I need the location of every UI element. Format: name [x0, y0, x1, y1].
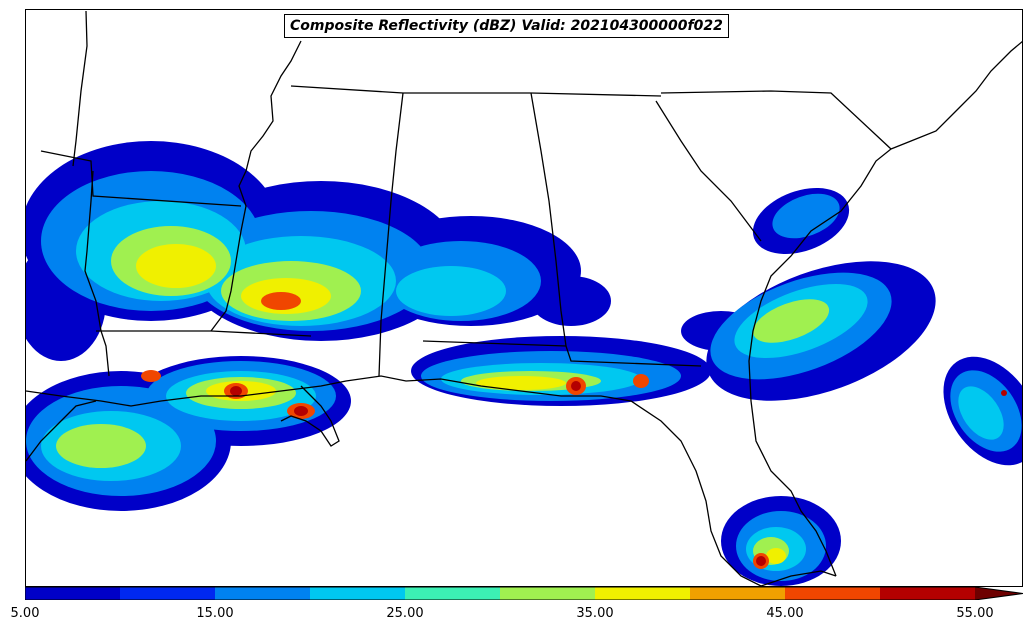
- map-title: Composite Reflectivity (dBZ) Valid: 2021…: [284, 14, 729, 38]
- colorbar-segment: [595, 587, 690, 600]
- colorbar: [25, 587, 1023, 600]
- coastlines-and-borders: [26, 10, 1022, 586]
- colorbar-segment: [215, 587, 310, 600]
- map-panel: [25, 9, 1023, 587]
- colorbar-segment: [500, 587, 595, 600]
- colorbar-segment: [120, 587, 215, 600]
- colorbar-tick-label: 55.00: [956, 606, 994, 621]
- colorbar-segment: [880, 587, 975, 600]
- colorbar-segment: [25, 587, 120, 600]
- colorbar-segment: [405, 587, 500, 600]
- radar-echoes: [26, 141, 1022, 586]
- colorbar-tick-label: 35.00: [576, 606, 614, 621]
- reflectivity-map: [26, 10, 1022, 586]
- colorbar-tick-label: 25.00: [386, 606, 424, 621]
- colorbar-tick-label: 15.00: [196, 606, 234, 621]
- colorbar-tick-label: 5.00: [10, 606, 40, 621]
- colorbar-segment: [785, 587, 880, 600]
- colorbar-extend-arrow: [975, 587, 1023, 600]
- colorbar-tick-label: 45.00: [766, 606, 804, 621]
- colorbar-segment: [690, 587, 785, 600]
- colorbar-segment: [310, 587, 405, 600]
